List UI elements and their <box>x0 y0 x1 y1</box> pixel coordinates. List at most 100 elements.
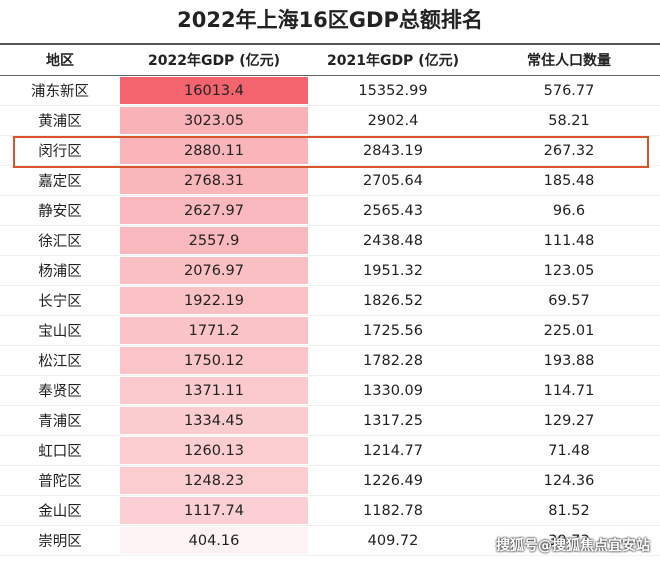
cell-population: 193.88 <box>478 345 660 376</box>
cell-gdp-2021: 2565.43 <box>308 195 478 226</box>
cell-population: 185.48 <box>478 165 660 196</box>
table-row: 崇明区 404.16 409.72 39.73 <box>0 525 660 556</box>
table-row: 杨浦区 2076.97 1951.32 123.05 <box>0 255 660 286</box>
gdp-2022-value: 1248.23 <box>184 472 244 489</box>
cell-district: 闵行区 <box>0 135 120 166</box>
cell-district: 浦东新区 <box>0 75 120 106</box>
gdp-bar <box>120 467 308 494</box>
cell-population: 124.36 <box>478 465 660 496</box>
table-header-row: 地区 2022年GDP (亿元) 2021年GDP (亿元) 常住人口数量 <box>0 45 660 76</box>
gdp-bar <box>120 407 308 434</box>
cell-district: 奉贤区 <box>0 375 120 406</box>
cell-gdp-2022: 1334.45 <box>120 405 308 436</box>
page-title: 2022年上海16区GDP总额排名 <box>177 8 483 32</box>
cell-district: 宝山区 <box>0 315 120 346</box>
gdp-bar <box>120 227 308 254</box>
gdp-2022-value: 1371.11 <box>184 382 244 399</box>
table-row: 浦东新区 16013.4 15352.99 576.77 <box>0 75 660 106</box>
gdp-bar <box>120 437 308 464</box>
cell-gdp-2021: 1226.49 <box>308 465 478 496</box>
cell-district: 黄浦区 <box>0 105 120 136</box>
gdp-2022-value: 16013.4 <box>184 82 244 99</box>
gdp-2022-value: 1922.19 <box>184 292 244 309</box>
gdp-bar <box>120 377 308 404</box>
table-row: 静安区 2627.97 2565.43 96.6 <box>0 195 660 226</box>
cell-gdp-2022: 1922.19 <box>120 285 308 316</box>
watermark: 搜狐号@搜狐焦点宜安站 <box>496 538 650 554</box>
gdp-bar <box>120 197 308 224</box>
gdp-2022-value: 2557.9 <box>188 232 240 249</box>
cell-district: 普陀区 <box>0 465 120 496</box>
cell-gdp-2022: 2880.11 <box>120 135 308 166</box>
cell-district: 松江区 <box>0 345 120 376</box>
table-row: 虹口区 1260.13 1214.77 71.48 <box>0 435 660 466</box>
gdp-2022-value: 2880.11 <box>184 142 244 159</box>
table-row: 普陀区 1248.23 1226.49 124.36 <box>0 465 660 496</box>
gdp-bar <box>120 257 308 284</box>
gdp-bar <box>120 137 308 164</box>
cell-population: 96.6 <box>478 195 660 226</box>
cell-district: 嘉定区 <box>0 165 120 196</box>
cell-district: 金山区 <box>0 495 120 526</box>
cell-population: 71.48 <box>478 435 660 466</box>
cell-population: 58.21 <box>478 105 660 136</box>
cell-gdp-2021: 2902.4 <box>308 105 478 136</box>
gdp-2022-value: 1260.13 <box>184 442 244 459</box>
table-row: 宝山区 1771.2 1725.56 225.01 <box>0 315 660 346</box>
cell-population: 123.05 <box>478 255 660 286</box>
cell-gdp-2021: 1951.32 <box>308 255 478 286</box>
cell-gdp-2022: 16013.4 <box>120 75 308 106</box>
cell-gdp-2021: 1214.77 <box>308 435 478 466</box>
cell-gdp-2021: 15352.99 <box>308 75 478 106</box>
gdp-bar <box>120 347 308 374</box>
cell-district: 徐汇区 <box>0 225 120 256</box>
gdp-2022-value: 1750.12 <box>184 352 244 369</box>
gdp-bar <box>120 527 308 554</box>
cell-population: 111.48 <box>478 225 660 256</box>
cell-population: 69.57 <box>478 285 660 316</box>
cell-gdp-2021: 2843.19 <box>308 135 478 166</box>
gdp-bar <box>120 167 308 194</box>
gdp-2022-value: 2768.31 <box>184 172 244 189</box>
cell-population: 129.27 <box>478 405 660 436</box>
table-row: 奉贤区 1371.11 1330.09 114.71 <box>0 375 660 406</box>
table-body: 浦东新区 16013.4 15352.99 576.77 黄浦区 3023.05 2902.… <box>0 75 660 556</box>
cell-population: 39.73 <box>478 525 660 556</box>
table-row: 青浦区 1334.45 1317.25 129.27 <box>0 405 660 436</box>
cell-gdp-2021: 409.72 <box>308 525 478 556</box>
table-row: 闵行区 2880.11 2843.19 267.32 <box>0 135 660 166</box>
gdp-bar <box>120 317 308 344</box>
gdp-2022-value: 1117.74 <box>184 502 244 519</box>
cell-gdp-2021: 2705.64 <box>308 165 478 196</box>
table-row: 黄浦区 3023.05 2902.4 58.21 <box>0 105 660 136</box>
cell-district: 青浦区 <box>0 405 120 436</box>
table-row: 嘉定区 2768.31 2705.64 185.48 <box>0 165 660 196</box>
gdp-2022-value: 1334.45 <box>184 412 244 429</box>
cell-gdp-2021: 1317.25 <box>308 405 478 436</box>
header-district: 地区 <box>0 45 120 76</box>
cell-gdp-2022: 1750.12 <box>120 345 308 376</box>
gdp-2022-value: 2076.97 <box>184 262 244 279</box>
cell-population: 576.77 <box>478 75 660 106</box>
cell-gdp-2021: 1330.09 <box>308 375 478 406</box>
cell-gdp-2022: 2768.31 <box>120 165 308 196</box>
cell-population: 81.52 <box>478 495 660 526</box>
cell-gdp-2022: 3023.05 <box>120 105 308 136</box>
gdp-2022-value: 1771.2 <box>188 322 240 339</box>
cell-gdp-2022: 1248.23 <box>120 465 308 496</box>
cell-gdp-2022: 404.16 <box>120 525 308 556</box>
cell-district: 静安区 <box>0 195 120 226</box>
gdp-bar <box>120 107 308 134</box>
gdp-bar <box>120 287 308 314</box>
gdp-bar <box>120 497 308 524</box>
gdp-2022-value: 404.16 <box>188 532 240 549</box>
gdp-2022-value: 2627.97 <box>184 202 244 219</box>
cell-gdp-2022: 1117.74 <box>120 495 308 526</box>
cell-gdp-2022: 2557.9 <box>120 225 308 256</box>
gdp-bar <box>120 77 308 104</box>
header-gdp-2022: 2022年GDP (亿元) <box>120 45 308 76</box>
cell-gdp-2022: 2627.97 <box>120 195 308 226</box>
cell-gdp-2021: 2438.48 <box>308 225 478 256</box>
title-divider <box>0 43 660 45</box>
cell-gdp-2021: 1182.78 <box>308 495 478 526</box>
